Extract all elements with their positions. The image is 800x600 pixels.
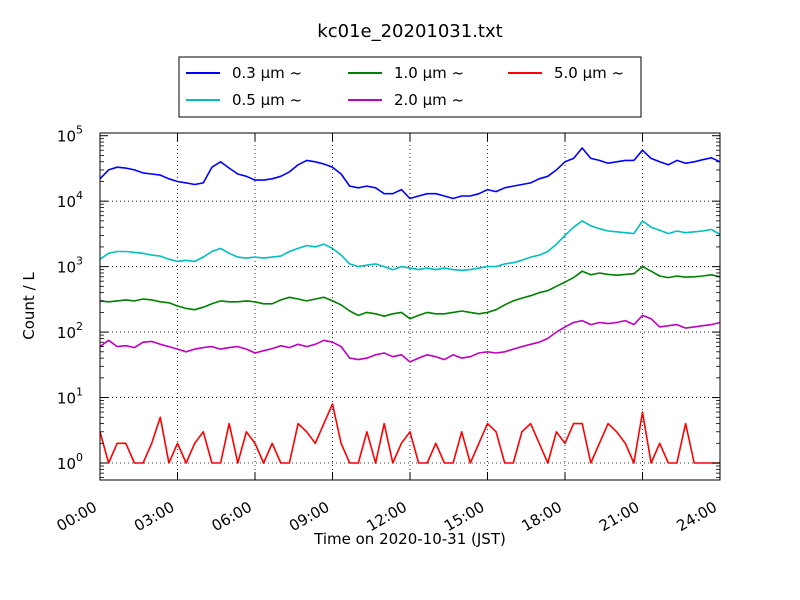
grid xyxy=(100,133,720,480)
series-line-0 xyxy=(99,147,721,200)
y-tick-exponent: 3 xyxy=(76,255,83,268)
y-axis-label: Count / L xyxy=(20,272,38,340)
y-tick-label: 105 xyxy=(57,124,83,146)
series-line-1 xyxy=(99,220,721,272)
y-tick-label: 100 xyxy=(57,451,83,473)
x-tick-label: 21:00 xyxy=(596,498,642,535)
y-tick-label: 104 xyxy=(57,189,83,211)
x-tick-label: 00:00 xyxy=(54,498,100,535)
x-tick-label: 24:00 xyxy=(674,498,720,535)
legend: 0.3 μm ~ 0.5 μm ~ 1.0 μm ~ 2.0 μm ~ 5.0 μm ~ xyxy=(178,56,642,118)
y-tick-exponent: 2 xyxy=(76,320,83,333)
x-tick-label: 18:00 xyxy=(519,498,565,535)
legend-label: 1.0 μm ~ xyxy=(394,64,464,82)
x-axis-label: Time on 2020-10-31 (JST) xyxy=(313,530,506,548)
y-tick-exponent: 4 xyxy=(76,189,83,202)
x-tick-label: 03:00 xyxy=(131,498,177,535)
series-lines xyxy=(99,147,721,464)
y-tick-exponent: 0 xyxy=(76,451,83,464)
series-line-4 xyxy=(99,403,720,464)
legend-label: 2.0 μm ~ xyxy=(394,91,464,109)
legend-frame xyxy=(178,56,642,118)
legend-label: 0.3 μm ~ xyxy=(232,64,302,82)
y-tick-exponent: 5 xyxy=(76,124,83,137)
ticks: 00:00 03:00 06:00 09:00 12:00 15:00 18:00 21:00… xyxy=(54,124,721,535)
legend-label: 0.5 μm ~ xyxy=(232,91,302,109)
series-line-3 xyxy=(99,314,721,363)
y-tick-label: 102 xyxy=(57,320,83,342)
y-tick-label: 101 xyxy=(57,386,83,408)
y-tick-label: 103 xyxy=(57,255,83,277)
series-line-2 xyxy=(99,265,721,320)
legend-label: 5.0 μm ~ xyxy=(554,64,624,82)
x-tick-label: 06:00 xyxy=(209,498,255,535)
chart-title: kc01e_20201031.txt xyxy=(317,21,502,42)
y-tick-exponent: 1 xyxy=(76,386,83,399)
